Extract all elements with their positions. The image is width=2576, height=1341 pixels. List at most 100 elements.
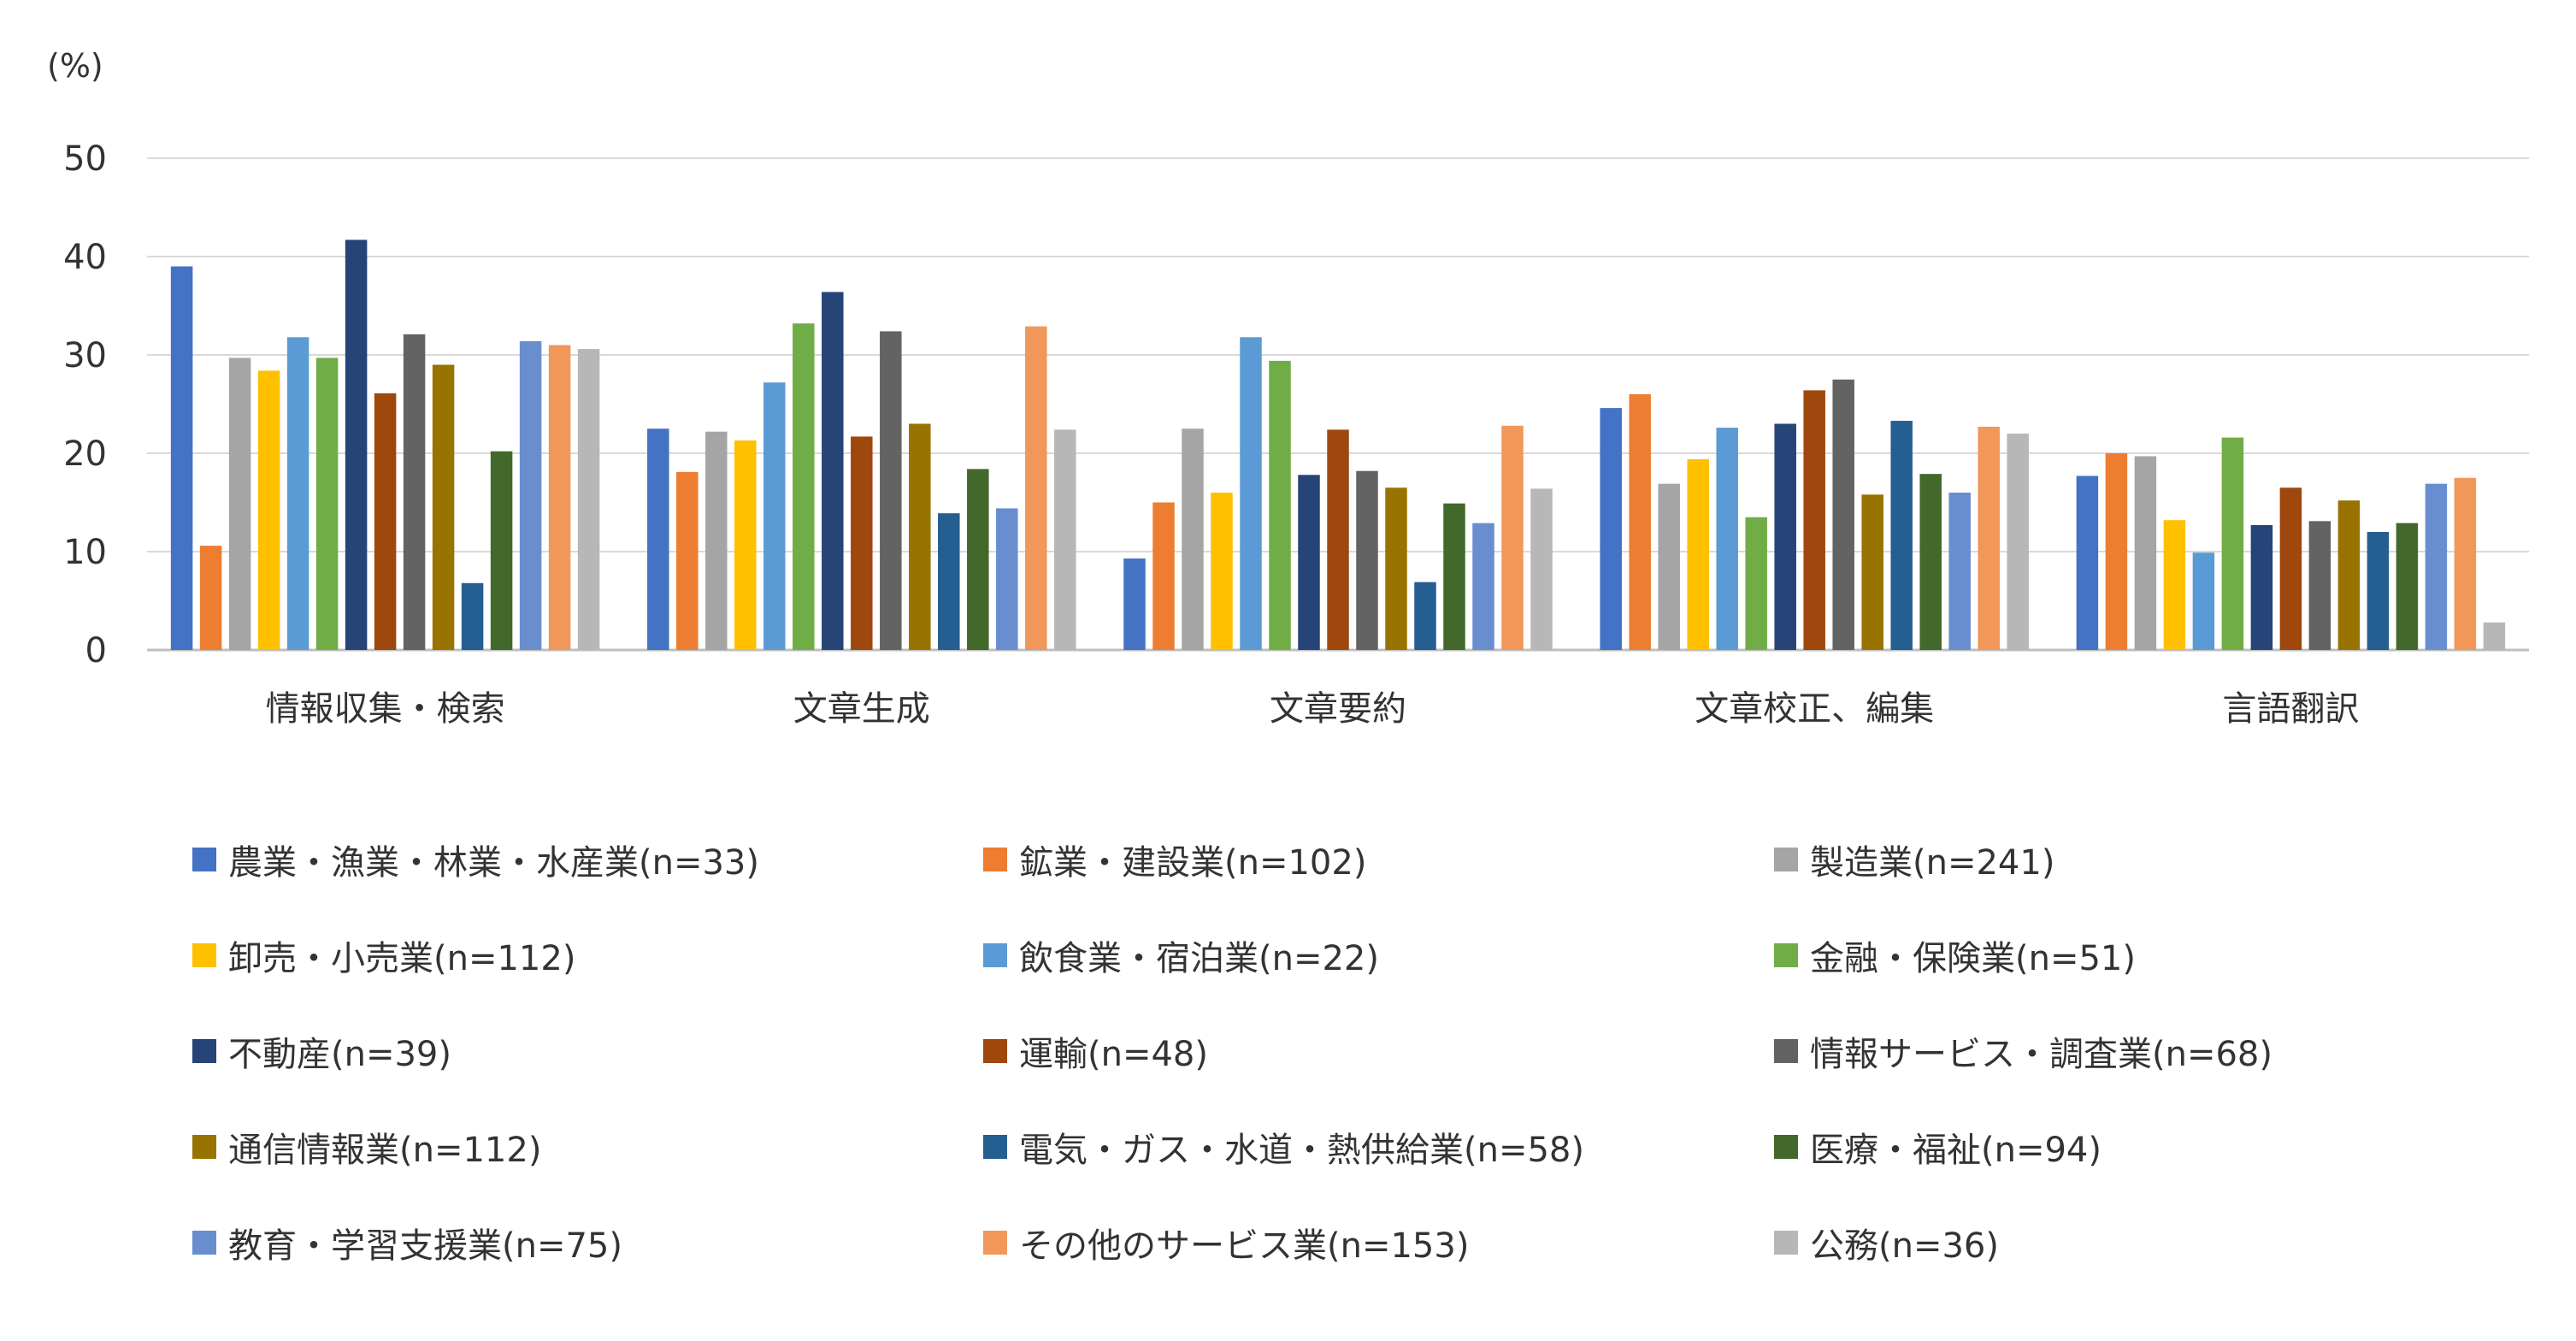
legend-item: 飲食業・宿泊業(n=22) — [983, 930, 1774, 981]
bar — [2105, 453, 2128, 650]
bar — [996, 508, 1018, 650]
legend-swatch — [1774, 848, 1798, 871]
bar — [822, 292, 844, 650]
bar — [1211, 493, 1233, 650]
bar — [548, 345, 571, 650]
legend-label: 飲食業・宿泊業(n=22) — [1019, 939, 1379, 978]
bar — [734, 440, 757, 650]
bar — [1948, 493, 1971, 650]
bar — [2163, 520, 2186, 650]
x-category-label: 情報収集・検索 — [266, 689, 505, 729]
bar — [461, 582, 484, 650]
legend-item: その他のサービス業(n=153) — [983, 1217, 1774, 1268]
legend-label: 通信情報業(n=112) — [228, 1131, 542, 1170]
bar — [315, 357, 339, 650]
y-tick-label: 10 — [63, 533, 107, 572]
bar — [967, 469, 989, 650]
bar — [1443, 503, 1465, 650]
legend-item: 運輸(n=48) — [983, 1025, 1774, 1077]
bar — [2396, 523, 2419, 650]
legend-item: 電気・ガス・水道・熱供給業(n=58) — [983, 1121, 1774, 1173]
y-axis-unit-label: (%) — [47, 47, 103, 85]
legend-swatch — [192, 943, 216, 967]
bar — [228, 357, 251, 650]
bar — [286, 337, 309, 650]
legend-swatch — [1774, 1039, 1798, 1063]
x-category-label: 文章校正、編集 — [1695, 689, 1934, 729]
y-tick-label: 0 — [85, 631, 107, 670]
bar — [2279, 487, 2302, 650]
bar — [2250, 524, 2273, 650]
bar — [2134, 456, 2157, 650]
bar — [1054, 429, 1076, 650]
bar — [1832, 379, 1854, 650]
bar — [2454, 477, 2477, 650]
legend-swatch — [983, 1039, 1007, 1063]
bar — [1530, 488, 1553, 650]
bar — [647, 428, 669, 650]
legend-swatch — [1774, 943, 1798, 967]
bar — [2007, 434, 2029, 650]
legend-item: 農業・漁業・林業・水産業(n=33) — [192, 834, 983, 885]
bar — [909, 423, 931, 650]
bar — [403, 334, 426, 650]
bar — [763, 382, 786, 650]
bar — [1774, 423, 1796, 650]
bar — [1414, 582, 1436, 650]
legend-item: 卸売・小売業(n=112) — [192, 930, 983, 981]
legend-label: 農業・漁業・林業・水産業(n=33) — [228, 843, 759, 883]
legend-item: 通信情報業(n=112) — [192, 1121, 983, 1173]
legend-swatch — [192, 1039, 216, 1063]
bar — [577, 349, 600, 650]
bar — [2221, 437, 2244, 650]
legend-swatch — [192, 1231, 216, 1255]
bar — [2308, 521, 2331, 650]
legend-label: その他のサービス業(n=153) — [1019, 1226, 1470, 1266]
legend-item: 鉱業・建設業(n=102) — [983, 834, 1774, 885]
bar — [1919, 474, 1942, 650]
legend-swatch — [983, 1135, 1007, 1159]
bar — [1978, 426, 2000, 650]
bar — [257, 370, 280, 650]
bar — [1025, 326, 1047, 650]
legend-label: 情報サービス・調査業(n=68) — [1810, 1035, 2272, 1074]
legend-item: 製造業(n=241) — [1774, 834, 2432, 885]
legend-swatch — [983, 1231, 1007, 1255]
legend-label: 教育・学習支援業(n=75) — [228, 1226, 622, 1266]
bar — [1298, 475, 1320, 650]
bar — [851, 436, 873, 650]
x-category-label: 文章生成 — [793, 689, 930, 729]
legend-item: 公務(n=36) — [1774, 1217, 2432, 1268]
bar — [1152, 502, 1175, 650]
bar — [490, 451, 513, 650]
legend-label: 医療・福祉(n=94) — [1810, 1131, 2101, 1170]
legend-swatch — [983, 943, 1007, 967]
bar — [1472, 523, 1494, 650]
legend: 農業・漁業・林業・水産業(n=33) 鉱業・建設業(n=102) 製造業(n=241… — [192, 834, 2432, 1268]
bar — [1687, 458, 1709, 650]
legend-label: 製造業(n=241) — [1810, 843, 2055, 883]
bar — [1269, 360, 1291, 650]
legend-swatch — [192, 1135, 216, 1159]
bar — [938, 513, 960, 650]
bar — [1356, 470, 1378, 650]
legend-label: 運輸(n=48) — [1019, 1035, 1208, 1074]
legend-item: 不動産(n=39) — [192, 1025, 983, 1077]
bar — [1240, 337, 1262, 650]
bar — [170, 266, 193, 650]
bar — [1890, 421, 1913, 650]
y-tick-label: 50 — [63, 139, 107, 179]
x-category-label: 文章要約 — [1270, 689, 1406, 729]
bar — [2367, 532, 2390, 650]
bar — [880, 331, 902, 650]
legend-label: 公務(n=36) — [1810, 1226, 1999, 1266]
bar — [1861, 494, 1883, 650]
legend-swatch — [1774, 1231, 1798, 1255]
legend-item: 情報サービス・調査業(n=68) — [1774, 1025, 2432, 1077]
legend-label: 金融・保険業(n=51) — [1810, 939, 2136, 978]
bar — [2076, 476, 2099, 650]
bar — [1745, 517, 1767, 650]
bar — [1629, 394, 1651, 650]
